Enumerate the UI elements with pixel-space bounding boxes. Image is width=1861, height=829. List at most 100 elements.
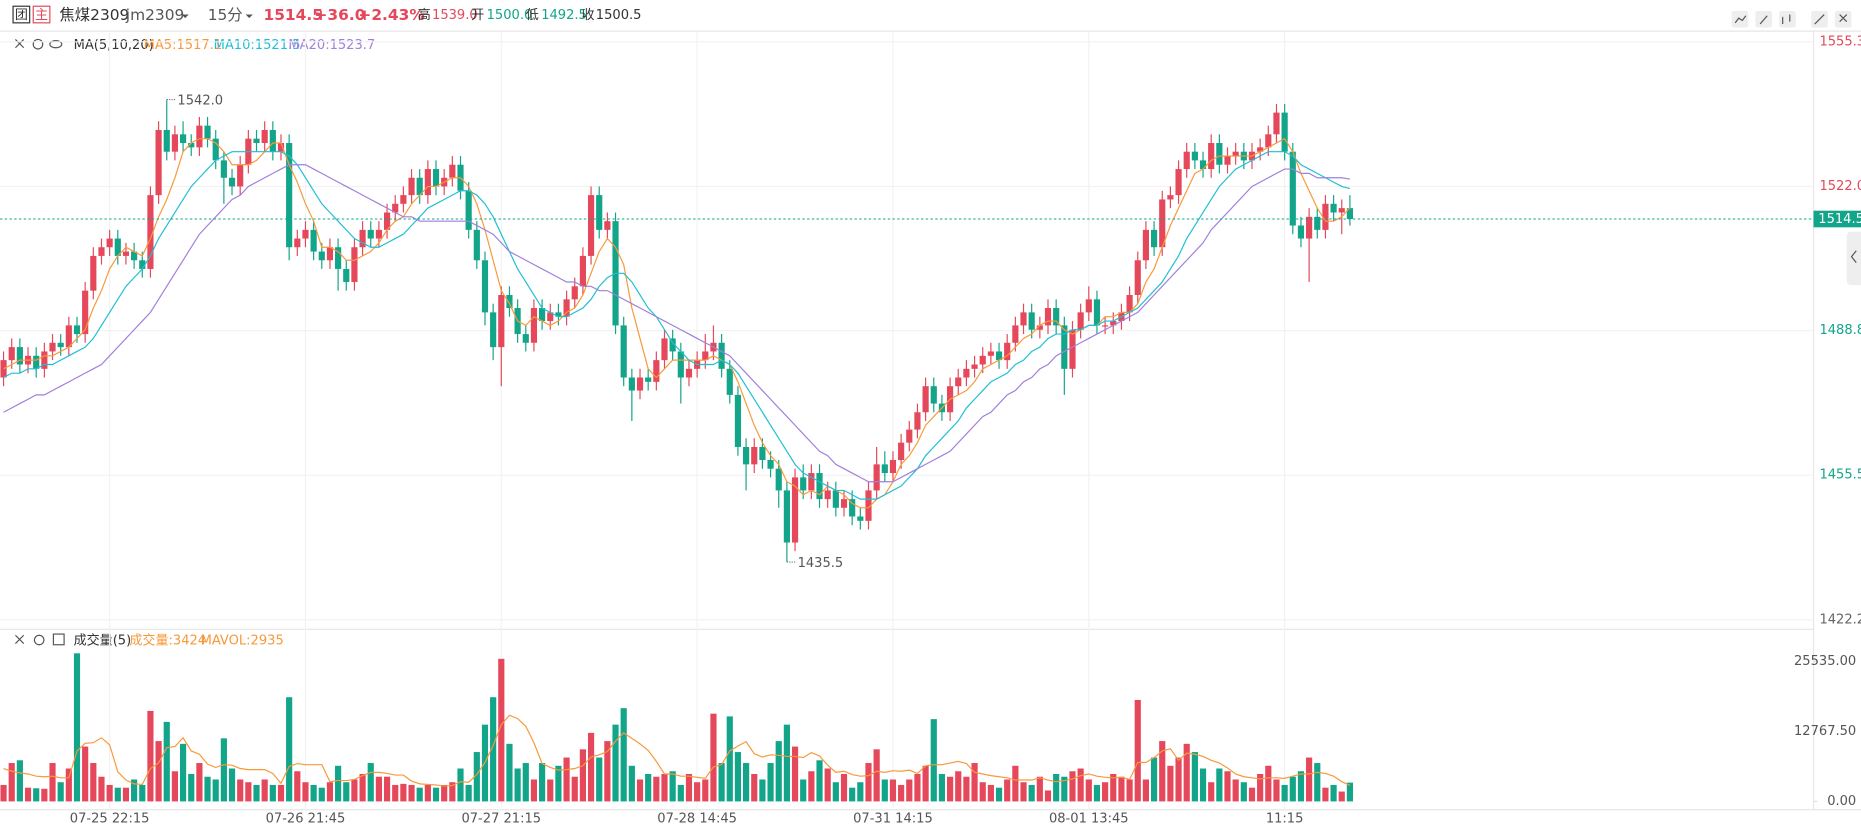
candle-body (1281, 112, 1288, 152)
volume-bar (1028, 784, 1035, 802)
stat-label: 低 (526, 8, 539, 23)
volume-bar (473, 752, 480, 802)
candle-body (636, 377, 644, 391)
volume-bar (1191, 752, 1198, 802)
volume-bar (783, 724, 790, 802)
candle-body (408, 177, 415, 196)
candle-body (261, 129, 268, 144)
candle-body (1036, 325, 1043, 330)
tool-button[interactable] (1779, 10, 1796, 28)
symbol-code[interactable]: jm2309 (125, 6, 185, 24)
candle-body (343, 268, 350, 282)
y-tick-label: 1488.8 (1819, 323, 1861, 338)
volume-bar (1322, 787, 1329, 802)
candle-body (16, 347, 23, 365)
candle-body (620, 325, 627, 378)
candle-body (318, 251, 325, 261)
candle-body (555, 312, 562, 317)
candle-body (857, 516, 864, 521)
candle-body (889, 460, 897, 474)
volume-bar (775, 741, 782, 802)
volume-bar (375, 776, 382, 802)
candle-body (351, 247, 358, 282)
badge-box[interactable] (12, 5, 31, 24)
candle-body (106, 238, 113, 248)
volume-bar (881, 779, 888, 802)
close-icon[interactable] (15, 634, 25, 644)
volume-bar (392, 784, 399, 802)
candle-body (677, 351, 684, 378)
ma-line (3, 137, 1351, 509)
volume-bar (1036, 776, 1043, 802)
candle-body (865, 490, 872, 521)
settings-icon[interactable] (33, 634, 45, 646)
candle-body (922, 386, 929, 413)
candle-body (800, 477, 807, 491)
candle-body (1208, 143, 1215, 170)
volume-bar (204, 776, 211, 802)
candle-body (832, 490, 839, 508)
volume-bar (1199, 768, 1207, 802)
badge[interactable]: 团 (15, 8, 28, 23)
stat-value: 1492.5 (541, 8, 587, 23)
y-tick-label: 1455.5 (1819, 468, 1861, 483)
volume-bar (490, 697, 497, 802)
dropdown-caret[interactable] (245, 14, 253, 19)
volume-bar (800, 779, 807, 802)
indicator-title: MA(5,10,20) (74, 38, 154, 53)
x-tick-label: 08-01 13:45 (1049, 812, 1129, 827)
volume-bar (1273, 779, 1280, 802)
candle-body (1044, 308, 1052, 326)
volume-bar (1346, 782, 1353, 802)
add-icon[interactable] (52, 633, 65, 646)
volume-bar (677, 784, 684, 802)
candle-body (808, 473, 815, 491)
candle-body (1346, 208, 1353, 220)
volume-bar (1044, 790, 1052, 802)
settings-icon[interactable] (32, 38, 44, 50)
badge[interactable]: 主 (35, 8, 48, 23)
volume-bar (16, 760, 23, 802)
candle-body (587, 195, 595, 256)
volume-bar (335, 765, 342, 802)
dropdown-caret[interactable] (181, 14, 189, 19)
volume-bar (1110, 773, 1117, 802)
volume-bar (253, 784, 260, 802)
stat-label: 高 (418, 7, 431, 23)
volume-bar (1053, 773, 1060, 802)
grid (0, 32, 1818, 810)
volume-bar (971, 763, 978, 802)
candle-body (1338, 208, 1345, 213)
side-panel-toggle[interactable] (1846, 231, 1861, 286)
close-icon[interactable] (15, 39, 25, 49)
volume-bar (694, 782, 701, 802)
volume-bar (302, 782, 309, 802)
volume-bar (563, 757, 570, 802)
candle-body (547, 312, 554, 322)
volume-bar (228, 768, 236, 802)
period[interactable]: 15分 (208, 6, 243, 24)
volume-bar (1142, 779, 1150, 802)
candle-body (90, 255, 97, 291)
volume-bar (318, 787, 325, 802)
tool-button[interactable] (1834, 10, 1852, 28)
eye-icon[interactable] (49, 40, 63, 49)
volume-bar (1306, 757, 1313, 802)
last-price-label: 1514.5 (1818, 212, 1861, 227)
badge-box[interactable] (32, 5, 51, 24)
candle-body (220, 160, 227, 178)
volume-bar (1134, 699, 1141, 802)
volume-bar (498, 658, 505, 802)
volume-bar (979, 782, 986, 802)
volume-ma-legend: MAVOL:2935 (201, 634, 284, 649)
volume-bar (849, 787, 856, 802)
candle-body (530, 308, 538, 343)
candle-body (1093, 299, 1101, 326)
volume-bar (743, 763, 750, 802)
candle-body (326, 247, 334, 261)
volume-bar (1330, 784, 1337, 802)
volume-bar (767, 763, 774, 802)
volume-bar (1150, 757, 1158, 802)
candle-body (310, 229, 317, 252)
